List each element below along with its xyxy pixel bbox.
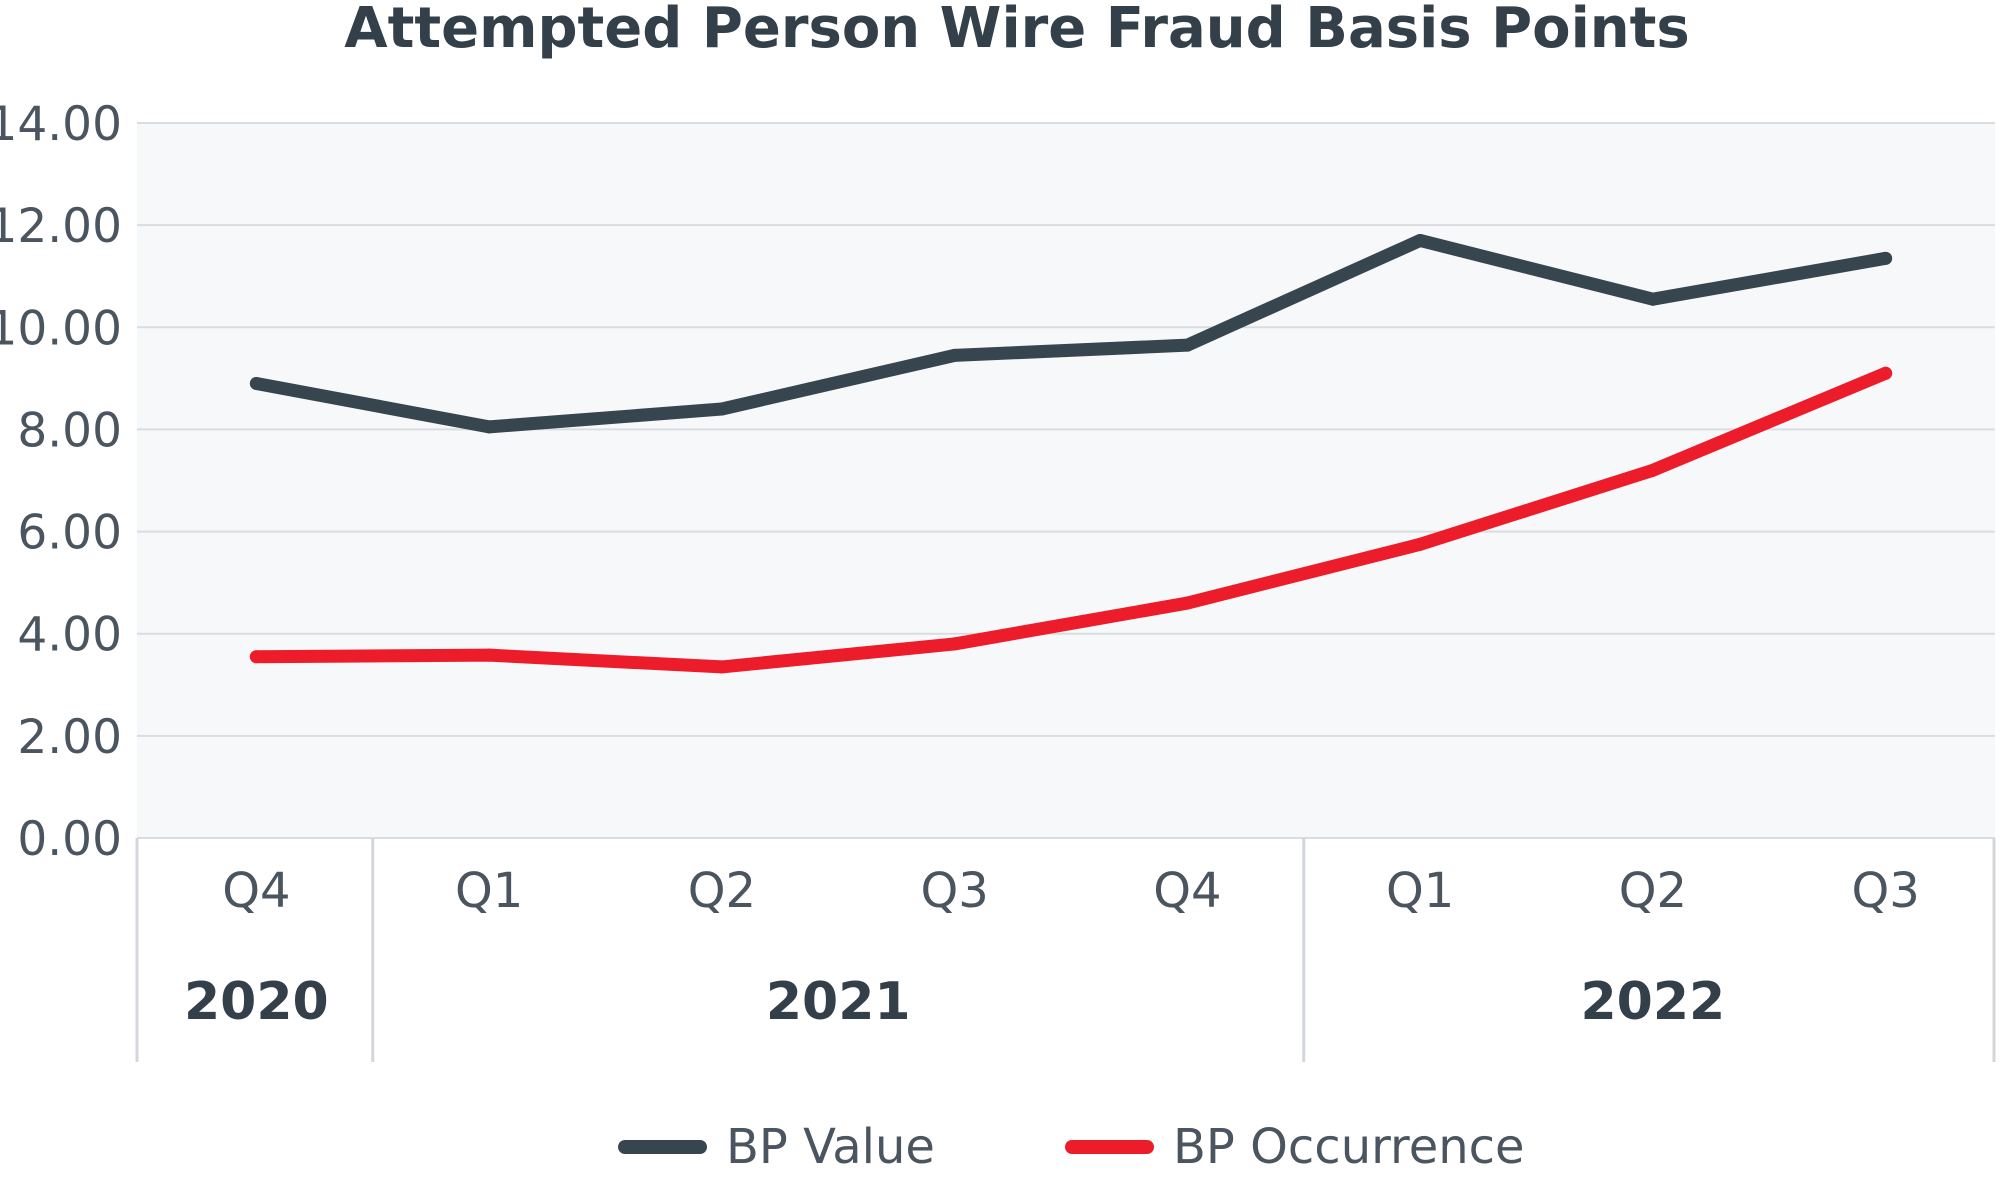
x-axis: Q4 Q1 Q2 Q3 Q4 Q1 Q2 Q3 2020 2021 2022 xyxy=(135,838,1996,1062)
x-tick-label: Q4 xyxy=(1153,863,1221,919)
x-tick-label: Q2 xyxy=(1619,863,1687,919)
data-point xyxy=(1879,251,1893,265)
x-tick-label: Q3 xyxy=(920,863,988,919)
chart-title: Attempted Person Wire Fraud Basis Points xyxy=(344,0,1690,61)
gridlines xyxy=(137,122,1995,839)
y-tick-label: 2.00 xyxy=(17,710,122,765)
x-tick-label: Q1 xyxy=(455,863,523,919)
legend-label: BP Value xyxy=(726,1119,935,1175)
y-tick-label: 14.00 xyxy=(0,97,122,152)
plot-background xyxy=(137,123,1995,838)
x-tick-label: Q1 xyxy=(1386,863,1454,919)
data-point xyxy=(715,402,729,416)
y-tick-label: 12.00 xyxy=(0,199,122,254)
x-tick-label: Q2 xyxy=(688,863,756,919)
year-group-label: 2020 xyxy=(184,972,329,1032)
y-tick-label: 4.00 xyxy=(17,608,122,663)
legend: BP Value BP Occurrence xyxy=(618,1119,1525,1175)
y-tick-label: 10.00 xyxy=(0,301,122,356)
data-point xyxy=(1413,537,1427,551)
data-point xyxy=(1646,292,1660,306)
y-tick-label: 0.00 xyxy=(17,812,122,867)
series-lines xyxy=(249,233,1893,674)
y-tick-label: 8.00 xyxy=(17,403,122,458)
data-point xyxy=(482,420,496,434)
data-point xyxy=(948,637,962,651)
legend-label: BP Occurrence xyxy=(1173,1119,1525,1175)
x-tick-label: Q3 xyxy=(1851,863,1919,919)
data-point xyxy=(482,648,496,662)
data-point xyxy=(1879,366,1893,380)
data-point xyxy=(715,660,729,674)
data-point xyxy=(948,348,962,362)
x-tick-label: Q4 xyxy=(222,863,290,919)
series-line-bp-occurrence xyxy=(249,366,1893,674)
data-point xyxy=(1646,463,1660,477)
data-point xyxy=(249,376,263,390)
year-group-label: 2022 xyxy=(1581,972,1726,1032)
series-line-bp-value xyxy=(249,233,1893,434)
year-group-label: 2021 xyxy=(766,972,911,1032)
y-tick-label: 6.00 xyxy=(17,506,122,561)
data-point xyxy=(1413,233,1427,247)
data-point xyxy=(1180,596,1194,610)
data-point xyxy=(249,650,263,664)
data-point xyxy=(1180,338,1194,352)
y-axis-ticks: 0.00 2.00 4.00 6.00 8.00 10.00 12.00 14.00 xyxy=(0,97,122,867)
